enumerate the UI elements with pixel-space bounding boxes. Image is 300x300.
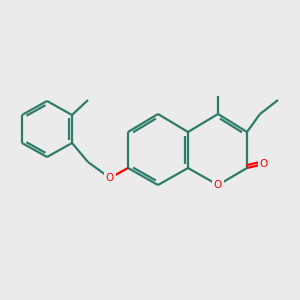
Text: O: O [214, 180, 222, 190]
Text: O: O [260, 159, 268, 169]
Text: O: O [106, 173, 114, 183]
